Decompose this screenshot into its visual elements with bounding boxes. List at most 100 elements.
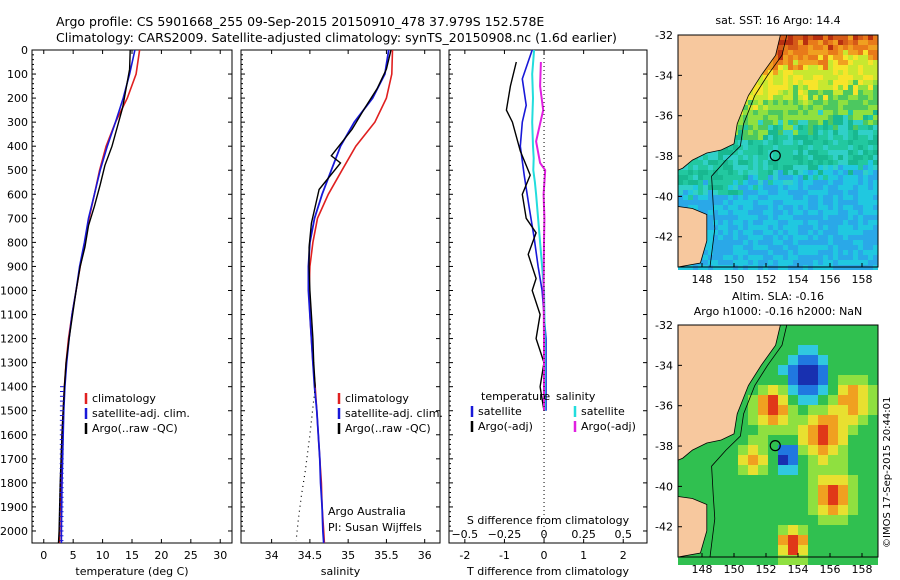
x2-axis-label: S difference from climatology: [467, 514, 630, 527]
map-cell: [828, 555, 838, 565]
map-cell: [848, 465, 858, 475]
map-cell: [818, 160, 823, 165]
map-cell: [733, 195, 738, 200]
map-cell: [798, 200, 803, 205]
map-cell: [803, 85, 808, 90]
map-cell: [768, 395, 778, 405]
map-cell: [818, 200, 823, 205]
map-cell: [783, 105, 788, 110]
map-cell: [773, 225, 778, 230]
map-cell: [858, 80, 863, 85]
map-cell: [703, 190, 708, 195]
map-cell: [718, 475, 728, 485]
map-cell: [753, 85, 758, 90]
map-cell: [843, 150, 848, 155]
map-cell: [798, 485, 808, 495]
map-cell: [783, 110, 788, 115]
x-tick-label: 150: [724, 273, 745, 286]
map-cell: [763, 70, 768, 75]
map-cell: [833, 200, 838, 205]
map-cell: [808, 85, 813, 90]
x-tick-label: 10: [96, 549, 110, 562]
map-cell: [723, 225, 728, 230]
map-cell: [833, 75, 838, 80]
map-cell: [693, 160, 698, 165]
map-cell: [788, 170, 793, 175]
map-cell: [838, 245, 843, 250]
map-cell: [873, 115, 878, 120]
map-cell: [808, 200, 813, 205]
map-cell: [868, 475, 878, 485]
map-cell: [858, 220, 863, 225]
map-cell: [848, 325, 858, 335]
map-cell: [838, 515, 848, 525]
y-tick-label: -42: [655, 521, 673, 534]
map-cell: [738, 485, 748, 495]
map-cell: [793, 95, 798, 100]
map-cell: [788, 185, 793, 190]
map-cell: [778, 375, 788, 385]
map-cell: [718, 505, 728, 515]
map-cell: [718, 165, 723, 170]
map-cell: [828, 75, 833, 80]
map-cell: [818, 465, 828, 475]
map-cell: [773, 130, 778, 135]
map-cell: [758, 525, 768, 535]
map-cell: [828, 185, 833, 190]
map-cell: [773, 55, 778, 60]
map-cell: [798, 85, 803, 90]
map-cell: [748, 260, 753, 265]
map-cell: [828, 35, 833, 40]
map-cell: [848, 65, 853, 70]
map-cell: [748, 225, 753, 230]
map-cell: [858, 505, 868, 515]
map-cell: [858, 465, 868, 475]
map-cell: [803, 155, 808, 160]
map-cell: [873, 105, 878, 110]
map-cell: [848, 250, 853, 255]
map-cell: [848, 555, 858, 565]
map-cell: [743, 105, 748, 110]
map-cell: [773, 170, 778, 175]
map-cell: [753, 140, 758, 145]
map-cell: [823, 120, 828, 125]
map-cell: [853, 35, 858, 40]
map-cell: [803, 150, 808, 155]
map-cell: [828, 45, 833, 50]
map-cell: [818, 110, 823, 115]
map-cell: [813, 210, 818, 215]
map-cell: [858, 175, 863, 180]
map-cell: [778, 245, 783, 250]
map-cell: [703, 185, 708, 190]
map-cell: [828, 130, 833, 135]
map-cell: [718, 215, 723, 220]
map-cell: [793, 45, 798, 50]
map-cell: [808, 90, 813, 95]
map-cell: [778, 325, 788, 335]
map-cell: [743, 155, 748, 160]
map-cell: [798, 415, 808, 425]
map-cell: [853, 205, 858, 210]
map-cell: [858, 110, 863, 115]
map-cell: [778, 215, 783, 220]
map-cell: [798, 95, 803, 100]
map-cell: [743, 180, 748, 185]
map-cell: [818, 515, 828, 525]
map-cell: [838, 50, 843, 55]
profile-panel-0: 0100200300400500600700800900100011001200…: [0, 44, 233, 578]
map-cell: [818, 525, 828, 535]
map-cell: [708, 545, 718, 555]
map-cell: [713, 220, 718, 225]
map-cell: [733, 150, 738, 155]
map-cell: [838, 180, 843, 185]
map-cell: [803, 185, 808, 190]
map-cell: [808, 105, 813, 110]
map-cell: [783, 70, 788, 75]
map-cell: [738, 555, 748, 565]
map-cell: [813, 140, 818, 145]
map-cell: [763, 130, 768, 135]
map-cell: [743, 200, 748, 205]
map-cell: [833, 250, 838, 255]
map-cell: [818, 145, 823, 150]
x-axis-label: T difference from climatology: [466, 565, 629, 578]
